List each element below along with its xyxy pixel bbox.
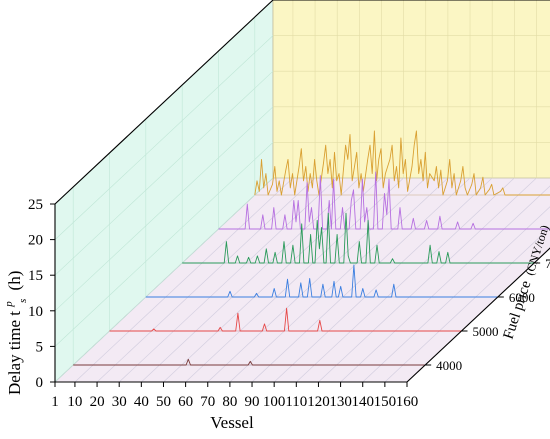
y-axis-title-sup: p (3, 301, 15, 308)
x-tick-label-5: 50 (156, 394, 171, 410)
x-tick-label-4: 40 (134, 394, 149, 410)
y-axis-title-sub: s (17, 299, 29, 303)
z-tick-label-3: 7000 (545, 256, 550, 271)
z-tick-label-0: 4000 (436, 358, 462, 373)
x-tick-label-3: 30 (112, 394, 127, 410)
x-tick-label-11: 110 (285, 394, 307, 410)
y-tick-label-5: 25 (28, 197, 43, 213)
x-tick-label-0: 1 (51, 394, 59, 410)
x-tick-label-7: 70 (200, 394, 215, 410)
x-tick-label-1: 10 (67, 394, 82, 410)
y-axis-title: Delay time t p s (h) (0, 271, 30, 395)
x-tick-label-6: 60 (178, 394, 193, 410)
x-tick-label-12: 120 (307, 394, 330, 410)
x-tick-label-15: 150 (374, 394, 397, 410)
y-tick-label-3: 15 (28, 268, 43, 284)
x-tick-label-2: 20 (90, 394, 105, 410)
x-tick-label-10: 100 (263, 394, 286, 410)
y-tick-label-2: 10 (28, 304, 43, 320)
x-tick-label-9: 90 (245, 394, 260, 410)
x-tick-label-14: 140 (351, 394, 374, 410)
back-wall (273, 0, 550, 178)
x-tick-label-13: 130 (329, 394, 352, 410)
y-tick-label-1: 5 (36, 339, 44, 355)
x-axis-title: Vessel (210, 413, 254, 432)
x-tick-label-16: 160 (396, 394, 419, 410)
y-tick-label-0: 0 (36, 375, 44, 391)
y-tick-label-4: 20 (28, 233, 43, 249)
x-tick-label-8: 80 (222, 394, 237, 410)
y-axis-title-unit: (h) (5, 271, 24, 291)
z-tick-label-1: 5000 (473, 324, 499, 339)
